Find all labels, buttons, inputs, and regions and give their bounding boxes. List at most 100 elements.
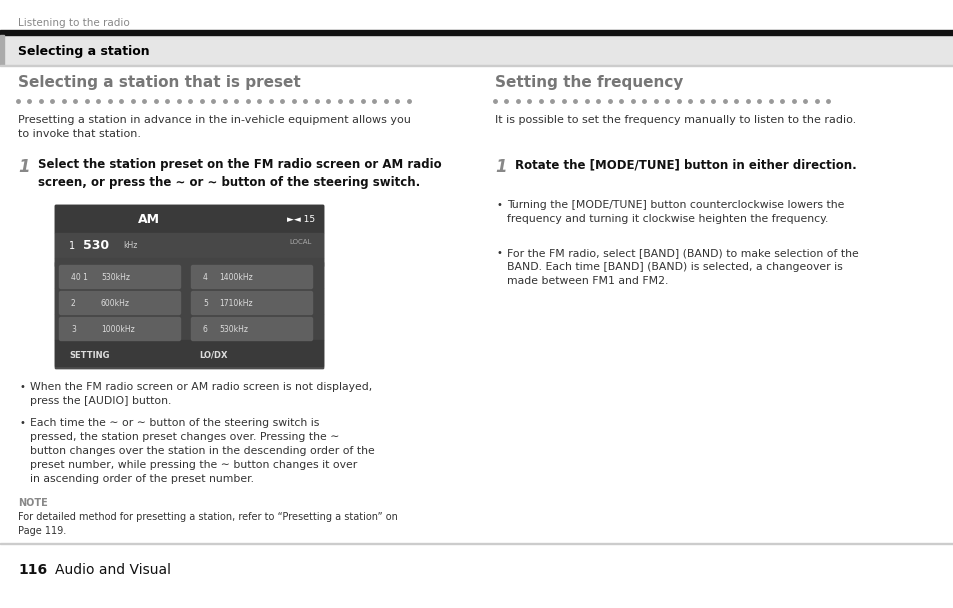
Bar — [55, 244, 323, 245]
Bar — [55, 271, 323, 272]
Bar — [55, 355, 323, 356]
Bar — [0, 35, 953, 65]
Bar — [55, 223, 323, 224]
Bar — [55, 289, 323, 290]
Bar — [55, 262, 323, 263]
Bar — [55, 263, 323, 264]
Bar — [55, 234, 323, 235]
Bar — [55, 217, 323, 218]
Bar — [55, 329, 323, 330]
Bar — [55, 341, 323, 342]
Text: 1400kHz: 1400kHz — [219, 272, 253, 282]
Bar — [55, 338, 323, 339]
Bar — [55, 212, 323, 213]
Text: 530kHz: 530kHz — [101, 272, 130, 282]
Text: 6: 6 — [203, 325, 208, 334]
Text: 4: 4 — [203, 272, 208, 282]
Bar — [55, 209, 323, 210]
Bar — [55, 366, 323, 367]
Bar — [55, 363, 323, 364]
Bar — [55, 349, 323, 350]
Text: •: • — [497, 248, 502, 258]
Bar — [55, 227, 323, 228]
Bar — [55, 311, 323, 312]
Bar — [55, 324, 323, 325]
Bar — [55, 282, 323, 283]
Bar — [55, 218, 323, 219]
Bar — [55, 318, 323, 319]
Bar — [55, 277, 323, 278]
Bar — [55, 326, 323, 327]
Bar — [55, 242, 323, 243]
Bar — [55, 261, 323, 262]
Bar — [55, 281, 323, 282]
Bar — [55, 339, 323, 340]
Bar — [55, 336, 323, 337]
Text: 1: 1 — [69, 241, 75, 250]
Bar — [55, 296, 323, 297]
Bar — [0, 35, 4, 65]
Text: 1: 1 — [495, 158, 506, 176]
Bar — [55, 205, 323, 233]
Bar — [55, 367, 323, 368]
Bar — [55, 337, 323, 338]
Text: NOTE: NOTE — [18, 498, 48, 508]
Text: AM: AM — [137, 213, 160, 226]
Text: 3: 3 — [71, 325, 76, 334]
Bar — [55, 305, 323, 306]
Bar — [55, 280, 323, 281]
Bar — [55, 327, 323, 328]
Bar — [55, 348, 323, 349]
Bar — [55, 237, 323, 238]
Bar — [55, 283, 323, 284]
Bar — [55, 295, 323, 296]
Bar — [55, 240, 323, 241]
Bar — [55, 340, 323, 366]
Bar — [55, 206, 323, 207]
Bar — [55, 211, 323, 212]
Bar — [55, 284, 323, 285]
Bar — [55, 272, 323, 273]
Bar — [55, 231, 323, 232]
Bar — [55, 250, 323, 251]
Bar — [55, 241, 323, 242]
Bar — [55, 225, 323, 226]
Bar — [55, 226, 323, 227]
Bar — [55, 245, 323, 246]
Bar — [55, 303, 323, 304]
Bar — [0, 30, 953, 35]
Bar — [55, 345, 323, 346]
Text: LO/DX: LO/DX — [199, 350, 227, 359]
Text: •: • — [20, 418, 26, 428]
Bar — [55, 216, 323, 217]
Text: Presetting a station in advance in the in-vehicle equipment allows you
to invoke: Presetting a station in advance in the i… — [18, 115, 411, 139]
Bar — [55, 253, 323, 254]
Text: Selecting a station that is preset: Selecting a station that is preset — [18, 75, 300, 90]
Bar — [55, 207, 323, 208]
Bar — [55, 210, 323, 211]
Bar — [0, 65, 953, 66]
Bar — [55, 257, 323, 258]
Bar — [55, 322, 323, 323]
Bar — [55, 314, 323, 315]
Text: 116: 116 — [18, 563, 47, 577]
Bar — [55, 346, 323, 347]
Text: Audio and Visual: Audio and Visual — [55, 563, 171, 577]
Bar — [55, 259, 323, 260]
Bar — [55, 248, 323, 249]
Bar — [55, 264, 323, 265]
Text: When the FM radio screen or AM radio screen is not displayed,
press the [AUDIO] : When the FM radio screen or AM radio scr… — [30, 382, 372, 406]
Bar — [55, 205, 323, 206]
Bar — [55, 365, 323, 366]
Bar — [55, 306, 323, 307]
Text: Listening to the radio: Listening to the radio — [18, 18, 130, 28]
Bar — [55, 313, 323, 314]
Text: •: • — [497, 200, 502, 210]
FancyBboxPatch shape — [59, 291, 180, 314]
Bar — [55, 288, 323, 289]
Text: Rotate the [MODE/TUNE] button in either direction.: Rotate the [MODE/TUNE] button in either … — [515, 158, 856, 171]
Bar — [55, 287, 323, 288]
Bar — [55, 315, 323, 316]
Text: 5: 5 — [203, 299, 208, 308]
Bar — [55, 220, 323, 221]
